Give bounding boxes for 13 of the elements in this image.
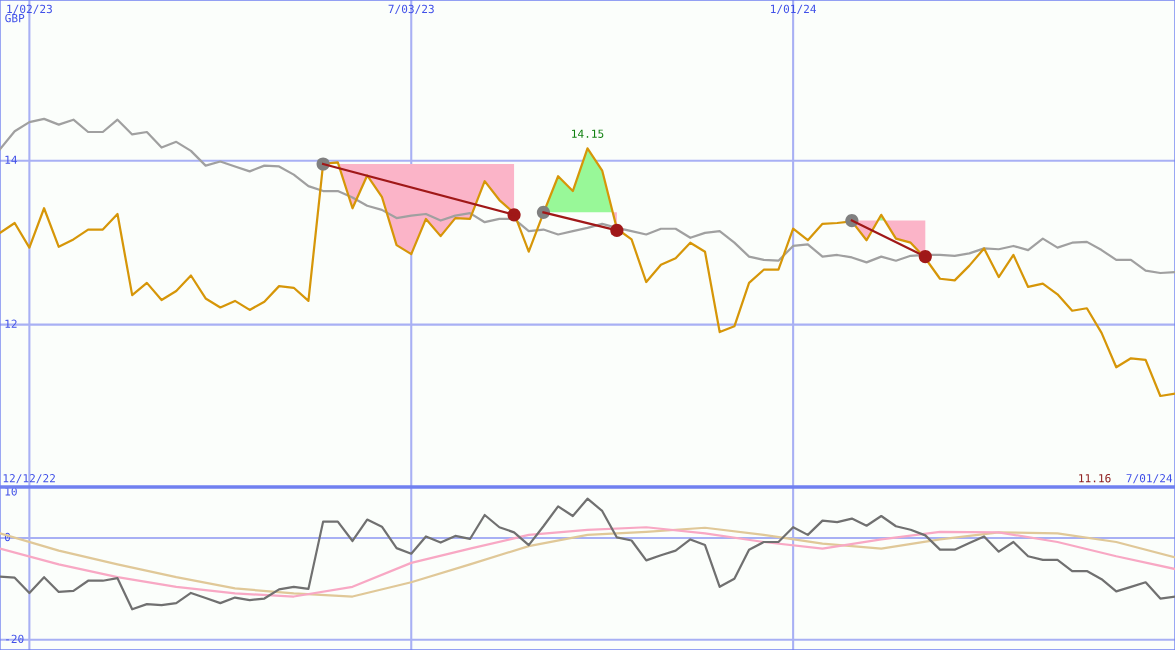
annotation: 7/01/24 <box>1126 474 1173 484</box>
y-tick-label: 12 <box>5 319 17 328</box>
y-axis-title: GBP <box>5 13 25 23</box>
y-tick-label: 14 <box>5 155 18 164</box>
line-series <box>0 117 1175 275</box>
annotation: 14.15 <box>572 129 604 138</box>
x-tick-label: 1/02/23 <box>7 4 52 14</box>
annotation: 11.16 <box>1079 474 1111 483</box>
y-tick-label: -20 <box>6 634 24 644</box>
annotation: 12/12/22 <box>3 474 55 484</box>
line-series <box>0 147 1175 398</box>
x-tick-label: 1/01/24 <box>771 4 817 14</box>
x-tick-label: 7/03/23 <box>388 4 434 14</box>
